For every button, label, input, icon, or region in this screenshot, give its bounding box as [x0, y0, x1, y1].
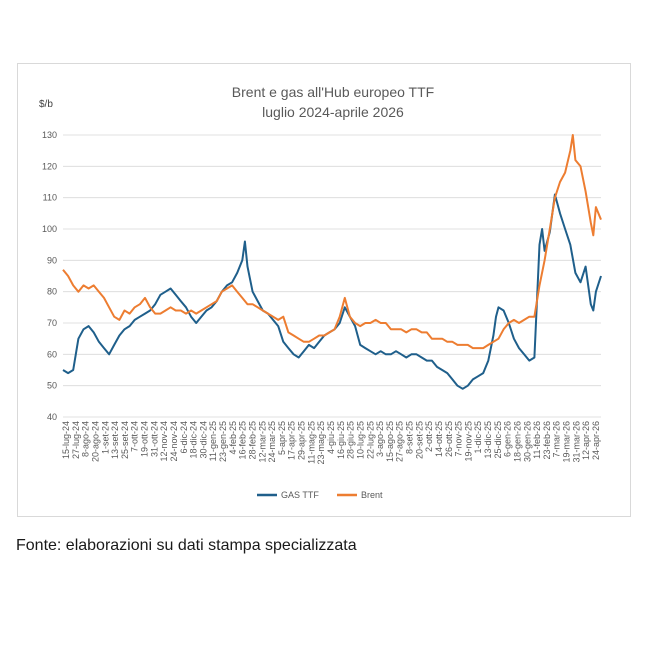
series-line-brent [62, 134, 602, 350]
x-tick-label: 12-mar-25 [257, 421, 267, 463]
x-tick-label: 17-apr-25 [287, 421, 297, 460]
y-tick-labels: 40 50 60 70 80 90 100 110 120 130 [42, 130, 57, 422]
x-tick-labels: 15-lug-24 27-lug-24 8-ago-24 20-ago-24 1-set… [61, 421, 601, 465]
y-tick-label: 90 [47, 255, 57, 265]
x-tick-label: 11-feb-26 [532, 421, 542, 459]
x-tick-label: 19-nov-25 [463, 421, 473, 462]
x-tick-label: 1-dic-25 [473, 421, 483, 454]
x-tick-label: 20-set-25 [414, 421, 424, 459]
x-tick-label: 19-mar-26 [562, 421, 572, 463]
x-tick-label: 7-ott-24 [130, 421, 140, 452]
x-tick-label: 28-giu-25 [346, 421, 356, 459]
x-tick-label: 24-nov-24 [169, 421, 179, 462]
x-tick-label: 27-ago-25 [395, 421, 405, 462]
x-tick-label: 30-gen-26 [522, 421, 532, 462]
x-tick-label: 22-lug-25 [365, 421, 375, 459]
y-tick-label: 40 [47, 412, 57, 422]
x-tick-label: 8-ago-24 [81, 421, 91, 457]
x-tick-label: 6-dic-24 [179, 421, 189, 454]
x-tick-label: 31-mar-26 [571, 421, 581, 463]
x-tick-label: 4-giu-25 [326, 421, 336, 454]
x-tick-label: 4-feb-25 [228, 421, 238, 455]
x-tick-label: 5-apr-25 [277, 421, 287, 455]
x-tick-label: 24-mar-25 [267, 421, 277, 463]
x-tick-label: 16-feb-25 [238, 421, 248, 460]
x-tick-label: 11-mag-25 [306, 421, 316, 464]
x-tick-label: 2-ott-25 [424, 421, 434, 452]
x-tick-label: 30-dic-24 [198, 421, 208, 459]
y-tick-label: 120 [42, 161, 57, 171]
x-tick-label: 23-mag-25 [316, 421, 326, 465]
x-tick-label: 7-mar-26 [552, 421, 562, 458]
y-tick-label: 100 [42, 224, 57, 234]
legend: GAS TTF Brent [257, 490, 383, 500]
x-tick-label: 12-nov-24 [159, 421, 169, 462]
gridlines [63, 134, 601, 418]
legend-label: GAS TTF [281, 490, 319, 500]
x-tick-label: 13-dic-25 [483, 421, 493, 459]
y-tick-label: 80 [47, 287, 57, 297]
x-tick-label: 16-giu-25 [336, 421, 346, 459]
chart-title: Brent e gas all'Hub europeo TTF [232, 84, 434, 100]
x-tick-label: 12-apr-26 [581, 421, 591, 460]
x-tick-label: 24-apr-26 [591, 421, 601, 460]
y-tick-label: 130 [42, 130, 57, 140]
x-tick-label: 11-gen-25 [208, 421, 218, 461]
x-tick-label: 23-gen-25 [218, 421, 228, 462]
chart-subtitle: luglio 2024-aprile 2026 [262, 104, 404, 120]
x-tick-label: 25-dic-25 [493, 421, 503, 459]
x-tick-label: 27-lug-24 [71, 421, 81, 459]
x-tick-label: 31-ott-24 [149, 421, 159, 457]
x-tick-label: 18-dic-24 [189, 421, 199, 459]
y-tick-label: 50 [47, 381, 57, 391]
series-lines [62, 134, 602, 390]
x-tick-label: 15-ago-25 [385, 421, 395, 462]
chart: Brent e gas all'Hub europeo TTF luglio 2… [39, 84, 602, 500]
x-tick-label: 29-apr-25 [297, 421, 307, 460]
x-tick-label: 15-lug-24 [61, 421, 71, 459]
x-tick-label: 25-set-24 [120, 421, 130, 459]
legend-label: Brent [361, 490, 383, 500]
x-tick-label: 20-ago-24 [90, 421, 100, 462]
x-tick-label: 10-lug-25 [355, 421, 365, 459]
x-tick-label: 8-set-25 [405, 421, 415, 454]
y-tick-label: 70 [47, 318, 57, 328]
x-tick-label: 13-set-24 [110, 421, 120, 459]
x-tick-label: 1-set-24 [100, 421, 110, 454]
x-tick-label: 19-ott-24 [140, 421, 150, 457]
y-axis-label: $/b [39, 99, 53, 110]
x-tick-label: 14-ott-25 [434, 421, 444, 457]
x-tick-label: 26-ott-25 [444, 421, 454, 457]
x-tick-label: 23-feb-26 [542, 421, 552, 460]
x-tick-label: 28-feb-25 [247, 421, 257, 460]
source-note: Fonte: elaborazioni su dati stampa speci… [16, 537, 357, 554]
y-tick-label: 60 [47, 349, 57, 359]
y-tick-label: 110 [43, 193, 57, 203]
x-tick-label: 18-gen-26 [512, 421, 522, 462]
x-tick-label: 3-ago-25 [375, 421, 385, 457]
x-tick-label: 7-nov-25 [454, 421, 464, 457]
chart-frame [17, 63, 631, 517]
x-tick-label: 6-gen-26 [503, 421, 513, 457]
